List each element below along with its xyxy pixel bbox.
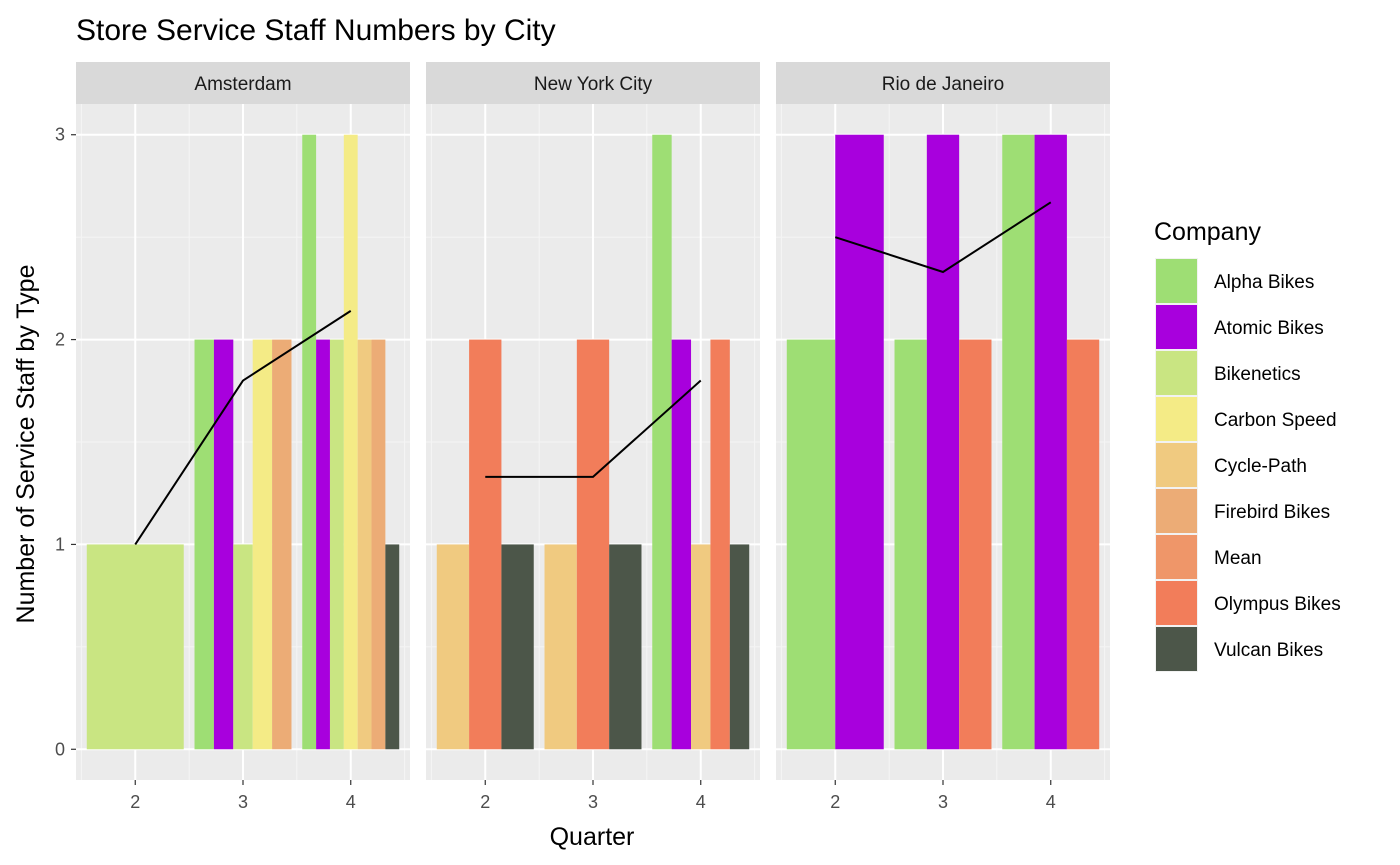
legend-label: Cycle-Path (1214, 456, 1307, 477)
x-axis-title: Quarter (550, 823, 635, 851)
legend-label: Carbon Speed (1214, 410, 1337, 431)
bar-cycle-path-q2 (436, 544, 470, 750)
x-tick-label: 2 (130, 792, 140, 812)
legend-label: Bikenetics (1214, 364, 1301, 385)
y-tick-label: 1 (55, 534, 65, 554)
facet-strip (776, 62, 1110, 104)
x-tick-label: 4 (696, 792, 706, 812)
facet-strip-label: Rio de Janeiro (882, 74, 1005, 95)
legend-item: Cycle-Path (1155, 442, 1307, 488)
legend-label: Atomic Bikes (1214, 318, 1324, 339)
mean-line (485, 379, 702, 478)
legend-item: Vulcan Bikes (1155, 626, 1323, 672)
bar-atomic-bikes-q4 (1034, 134, 1067, 750)
bar-vulcan-bikes-q2 (501, 544, 534, 750)
legend-key (1156, 259, 1197, 303)
bar-olympus-bikes-q2 (469, 339, 502, 750)
panel-rio-de-janeiro: Rio de Janeiro 2 3 4 (776, 62, 1110, 812)
legend-key (1156, 443, 1197, 487)
chart-title: Store Service Staff Numbers by City (76, 14, 556, 47)
legend-label: Olympus Bikes (1214, 594, 1341, 615)
legend-label: Alpha Bikes (1214, 272, 1314, 293)
x-tick-label: 3 (588, 792, 598, 812)
facet-strip (426, 62, 760, 104)
mean-line (134, 310, 352, 545)
legend-label: Mean (1214, 548, 1262, 569)
bar-bikenetics-q4 (329, 339, 344, 750)
bar-bikenetics-q3 (233, 544, 253, 750)
y-axis: 0 1 2 3 (55, 125, 76, 759)
legend-key (1156, 305, 1197, 349)
bar-cycle-path-q4 (691, 544, 711, 750)
legend-item: Firebird Bikes (1155, 488, 1330, 534)
bar-alpha-bikes-q3 (194, 339, 214, 750)
bar-vulcan-bikes-q4 (385, 544, 400, 750)
legend-key (1156, 397, 1197, 441)
bar-vulcan-bikes-q4 (729, 544, 750, 750)
y-tick-label: 0 (55, 739, 65, 759)
bar-cycle-path-q3 (544, 544, 577, 750)
legend-item: Bikenetics (1155, 350, 1301, 396)
bar-vulcan-bikes-q3 (609, 544, 642, 750)
legend-key (1156, 627, 1197, 671)
bar-olympus-bikes-q4 (710, 339, 730, 750)
x-tick-label: 4 (1046, 792, 1056, 812)
legend-item: Olympus Bikes (1155, 580, 1341, 626)
legend-item: Atomic Bikes (1155, 304, 1324, 350)
y-tick-label: 3 (55, 125, 65, 145)
bar-olympus-bikes-q3 (959, 339, 992, 750)
legend-item: Mean (1155, 534, 1262, 580)
bar-alpha-bikes-q3 (894, 339, 927, 750)
legend-item: Carbon Speed (1155, 396, 1337, 442)
legend-key (1156, 351, 1197, 395)
bar-firebird-bikes-q4 (371, 339, 386, 750)
bar-atomic-bikes-q4 (316, 339, 330, 750)
bar-firebird-bikes-q3 (272, 339, 292, 750)
bar-atomic-bikes-q2 (835, 134, 884, 750)
x-tick-label: 4 (346, 792, 356, 812)
bar-olympus-bikes-q4 (1066, 339, 1100, 750)
bar-alpha-bikes-q4 (652, 134, 672, 750)
mean-line (834, 201, 1052, 274)
legend-title: Company (1154, 218, 1261, 246)
legend-label: Vulcan Bikes (1214, 640, 1323, 661)
bar-atomic-bikes-q4 (671, 339, 692, 750)
facet-strip-label: Amsterdam (194, 74, 291, 95)
bar-cycle-path-q4 (357, 339, 372, 750)
panel-new-york-city: New York City 2 3 4 (426, 62, 760, 812)
bar-carbon-speed-q3 (252, 339, 273, 750)
bar-alpha-bikes-q2 (786, 339, 836, 750)
facet-strip (76, 62, 410, 104)
bar-bikenetics-q2 (86, 544, 184, 750)
y-axis-title: Number of Service Staff by Type (12, 265, 40, 624)
panel-amsterdam: Amsterdam 2 3 4 (76, 62, 410, 812)
bar-olympus-bikes-q3 (576, 339, 610, 750)
bar-alpha-bikes-q4 (302, 134, 317, 750)
x-tick-label: 3 (238, 792, 248, 812)
legend-key (1156, 581, 1197, 625)
y-tick-label: 2 (55, 330, 65, 350)
x-tick-label: 2 (480, 792, 490, 812)
legend: Company Alpha Bikes Atomic Bikes Bikenetic… (1154, 218, 1341, 672)
legend-label: Firebird Bikes (1214, 502, 1330, 523)
x-tick-label: 2 (830, 792, 840, 812)
x-tick-label: 3 (938, 792, 948, 812)
bar-atomic-bikes-q3 (926, 134, 960, 750)
bar-carbon-speed-q4 (343, 134, 358, 750)
bar-alpha-bikes-q4 (1002, 134, 1035, 750)
legend-key (1156, 489, 1197, 533)
legend-key (1156, 535, 1197, 579)
bar-atomic-bikes-q3 (213, 339, 234, 750)
legend-item: Alpha Bikes (1155, 258, 1314, 304)
facet-strip-label: New York City (534, 74, 653, 95)
